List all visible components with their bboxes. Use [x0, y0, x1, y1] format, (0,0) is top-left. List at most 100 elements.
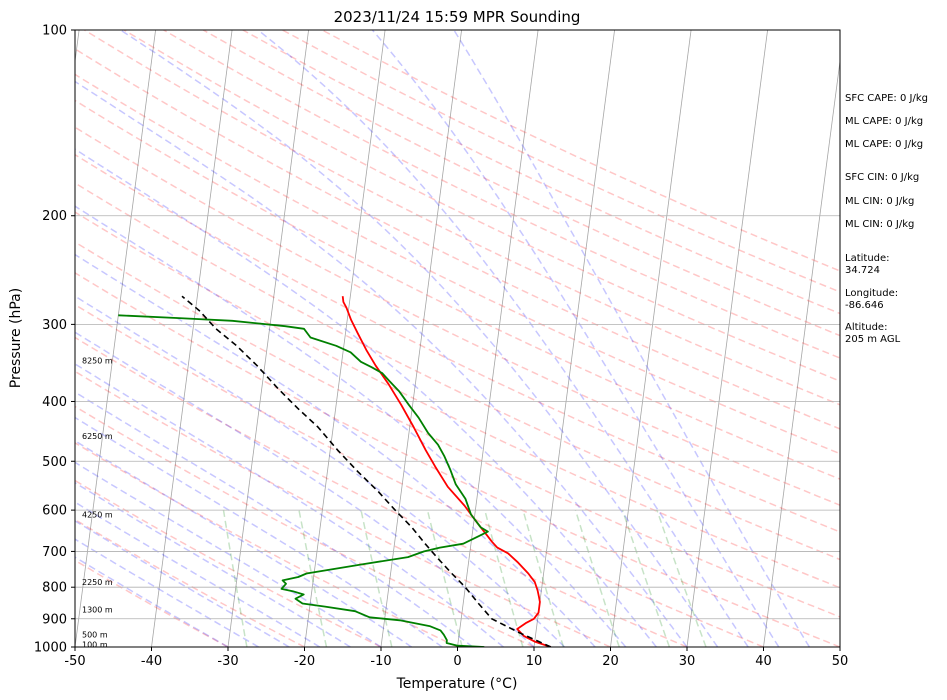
pressure-grid: [75, 29, 840, 648]
dry-adiabat: [75, 73, 840, 455]
dry-adiabat: [75, 99, 840, 480]
moist-adiabat: [75, 205, 627, 647]
y-tick-label: 200: [42, 209, 67, 224]
moist-adiabat: [371, 30, 780, 647]
height-label: 8250 m: [82, 356, 113, 365]
x-tick-label: 50: [832, 654, 849, 669]
parcel-line: [181, 295, 552, 647]
isotherm-line: [75, 30, 156, 647]
isotherm-line: [304, 30, 386, 647]
isotherm-line: [380, 30, 462, 647]
dry-adiabat: [163, 30, 840, 359]
y-tick-label: 1000: [34, 641, 67, 656]
isotherm-line: [227, 30, 309, 647]
latitude-text: Latitude: 34.724: [845, 253, 890, 276]
x-tick-label: 40: [755, 654, 772, 669]
dry-adiabat: [75, 153, 840, 533]
y-axis: 100 200 300 400 500 600 700 800 900 1000: [34, 24, 75, 656]
y-tick-label: 100: [42, 24, 67, 39]
x-axis-label: Temperature (°C): [396, 676, 518, 692]
height-label: 6250 m: [82, 432, 113, 441]
x-tick-label: 10: [526, 654, 543, 669]
isotherm-line: [151, 30, 233, 647]
x-tick-label: 20: [602, 654, 619, 669]
x-tick-label: -50: [64, 654, 85, 669]
moist-adiabat: [75, 148, 657, 647]
x-tick-label: -40: [141, 654, 162, 669]
height-label: 1300 m: [82, 606, 113, 615]
dry-adiabat: [242, 30, 840, 315]
dry-adiabat: [123, 30, 840, 382]
x-tick-label: 0: [453, 654, 461, 669]
moist-adiabat: [75, 331, 535, 647]
dry-adiabat: [282, 30, 840, 293]
dry-adiabat: [75, 271, 840, 647]
y-tick-label: 900: [42, 612, 67, 627]
moist-adiabat: [75, 253, 596, 647]
dry-adiabat: [75, 336, 688, 647]
x-axis: -50 -40 -30 -20 -10 0 10 20 30 40 50: [64, 647, 848, 669]
isotherm-line: [533, 30, 615, 647]
height-label: 100 m: [82, 640, 108, 649]
height-label: 2250 m: [82, 578, 113, 587]
moist-adiabat: [75, 80, 688, 647]
moist-adiabat: [75, 295, 566, 647]
moist-adiabat: [75, 439, 413, 647]
ml-cin-text-2: ML CIN: 0 J/kg: [845, 219, 915, 230]
reference-lines: [0, 30, 840, 647]
moist-adiabat: [75, 391, 474, 647]
y-tick-label: 500: [42, 455, 67, 470]
moist-adiabat: [75, 461, 382, 647]
dry-adiabat: [75, 47, 840, 430]
height-label: 4250 m: [82, 511, 113, 520]
longitude-text: Longitude: -86.646: [845, 288, 899, 311]
dry-adiabat: [75, 479, 382, 647]
x-tick-label: 30: [679, 654, 696, 669]
dry-adiabat: [75, 370, 611, 647]
x-tick-label: -30: [217, 654, 238, 669]
ml-cin-text: ML CIN: 0 J/kg: [845, 196, 915, 207]
y-tick-label: 300: [42, 318, 67, 333]
plot-frame: [74, 29, 841, 648]
moist-adiabat: [75, 481, 351, 647]
moist-adiabat: [75, 416, 443, 647]
sfc-cin-text: SFC CIN: 0 J/kg: [845, 172, 920, 183]
mixing-ratio-line: [621, 509, 671, 647]
y-axis-label: Pressure (hPa): [8, 288, 24, 388]
mixing-ratio-line: [656, 509, 707, 647]
moist-adiabat: [75, 362, 504, 647]
mixing-ratio-line: [574, 509, 621, 647]
dry-adiabat: [75, 241, 840, 618]
isotherm-line: [0, 30, 3, 647]
ml-cape-text: ML CAPE: 0 J/kg: [845, 116, 924, 127]
dry-adiabat: [75, 211, 840, 589]
dry-adiabat: [75, 182, 840, 561]
y-tick-label: 700: [42, 545, 67, 560]
temperature-line: [341, 296, 552, 647]
series-layer: [118, 295, 552, 647]
chart-title: 2023/11/24 15:59 MPR Sounding: [334, 8, 581, 26]
mixing-ratio-line: [298, 509, 328, 647]
isotherm-line: [457, 30, 539, 647]
dry-adiabat: [75, 405, 535, 647]
y-tick-label: 600: [42, 504, 67, 519]
dry-adiabat: [75, 441, 458, 647]
dry-adiabat: [75, 518, 305, 647]
x-tick-label: -20: [294, 654, 315, 669]
moist-adiabat: [453, 30, 811, 647]
dry-adiabat: [202, 30, 840, 337]
sfc-cape-text: SFC CAPE: 0 J/kg: [845, 93, 928, 104]
dry-adiabat: [75, 303, 764, 647]
dry-adiabat: [75, 126, 840, 506]
isotherm-line: [686, 30, 768, 647]
y-tick-label: 400: [42, 395, 67, 410]
isotherm-line: [610, 30, 692, 647]
y-tick-label: 800: [42, 581, 67, 596]
moist-adiabat: [257, 30, 749, 647]
mixing-ratio-line: [522, 509, 565, 647]
height-label: 500 m: [82, 631, 108, 640]
ml-cape-text-2: ML CAPE: 0 J/kg: [845, 139, 924, 150]
mixing-ratio-line: [484, 509, 524, 647]
